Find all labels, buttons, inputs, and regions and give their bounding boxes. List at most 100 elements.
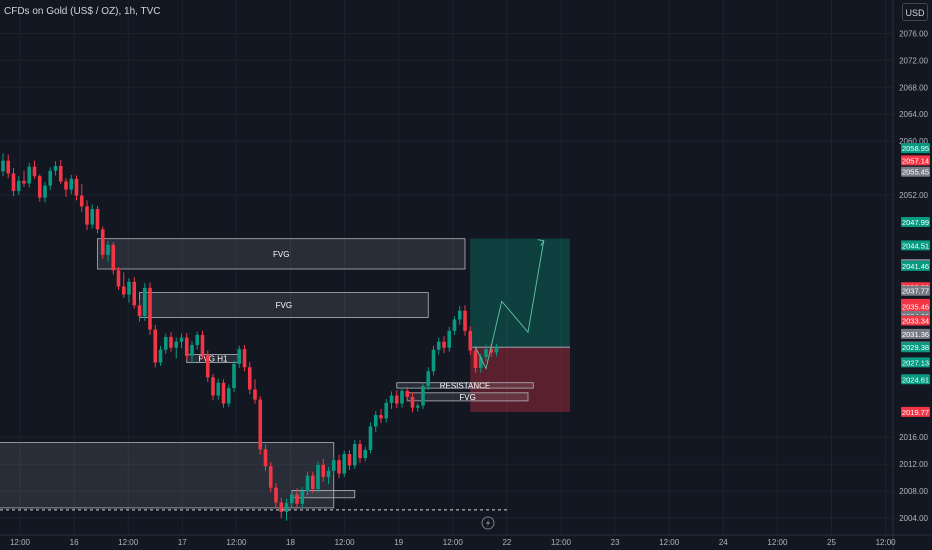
candle-body: [142, 287, 147, 317]
x-tick-label: 12:00: [767, 538, 788, 547]
candle-body: [32, 166, 37, 177]
candle-body: [436, 341, 441, 350]
candle-body: [373, 415, 378, 427]
box-label: RESISTANCE: [440, 381, 491, 390]
price-label: 2033.34: [902, 317, 929, 326]
price-label-bg: [901, 374, 930, 385]
candle-body: [447, 330, 452, 348]
time-axis[interactable]: 12:00 16 12:00 17 12:00 18 12:00 19 12:00 22 12:00…: [0, 534, 932, 547]
candle-body: [179, 337, 184, 342]
candle-body: [169, 336, 173, 348]
candle-body: [384, 402, 389, 419]
candle-body: [74, 178, 79, 196]
drawing-boxes[interactable]: FVG FVG FVG H1 FVG RESISTANCE: [0, 238, 534, 509]
candle-body: [468, 330, 473, 351]
position-zones: [470, 238, 570, 412]
box-label: FVG: [273, 250, 289, 259]
candle-body: [347, 454, 352, 466]
candle-body: [463, 310, 467, 331]
candle-body: [263, 449, 268, 467]
candle-body: [90, 209, 95, 225]
candle-body: [310, 475, 315, 490]
price-label: 2055.45: [902, 168, 929, 177]
candle-body: [316, 464, 320, 490]
x-tick-label: 12:00: [335, 538, 356, 547]
price-label-bg: [901, 166, 930, 177]
y-tick-label: 2064.00: [899, 110, 928, 119]
candle-body: [452, 319, 457, 331]
drawing-lines: [0, 239, 545, 511]
price-label-bg: [901, 240, 930, 251]
candle-body: [494, 347, 499, 353]
candle-body: [37, 176, 42, 198]
price-label: 2044.51: [902, 241, 929, 250]
candle-body: [426, 371, 431, 387]
x-tick-label: 17: [178, 538, 187, 547]
currency-button[interactable]: USD: [902, 3, 928, 21]
price-label: 2024.61: [902, 375, 929, 384]
candle-body: [337, 460, 341, 474]
price-label-bg: [901, 143, 930, 154]
grid: [0, 0, 893, 535]
candle-body: [431, 349, 436, 372]
projection-arrowhead: [537, 239, 545, 246]
x-tick-label: 12:00: [118, 538, 139, 547]
y-tick-label: 2072.00: [899, 56, 928, 65]
candle-body: [127, 281, 131, 295]
x-tick-label: 12:00: [226, 538, 247, 547]
candle-body: [85, 206, 89, 225]
y-tick-label: 2068.00: [899, 83, 928, 92]
candle-body: [216, 382, 221, 396]
price-label-bg: [901, 216, 930, 227]
price-label-bg: [901, 342, 930, 353]
candle-body: [116, 270, 121, 287]
candle-body: [132, 281, 137, 306]
x-tick-label: 22: [502, 538, 511, 547]
price-label: 2041.46: [902, 262, 929, 271]
candle-body: [100, 229, 105, 255]
y-tick-label: 2012.00: [899, 460, 928, 469]
fvg-box: [139, 292, 429, 318]
candle-body: [400, 390, 404, 404]
box-label: FVG: [276, 301, 292, 310]
price-label: 2058.95: [902, 144, 929, 153]
candle-body: [284, 503, 289, 512]
y-tick-label: 2052.00: [899, 191, 928, 200]
candle-body: [274, 487, 278, 503]
price-label-bg: [901, 406, 930, 417]
x-tick-label: 12:00: [10, 538, 31, 547]
candle-body: [363, 450, 368, 459]
candle-body: [27, 166, 32, 184]
price-label: 2029.38: [902, 343, 929, 352]
candle-body: [205, 354, 210, 378]
candle-body: [478, 357, 483, 368]
candle-body: [352, 443, 357, 466]
candle-body: [64, 181, 68, 190]
box-label: FVG H1: [199, 354, 228, 363]
candle-body: [331, 460, 336, 471]
candle-body: [237, 349, 242, 364]
y-tick-label: 2004.00: [899, 514, 928, 523]
candle-body: [200, 334, 205, 355]
box-label: FVG: [459, 393, 475, 402]
candle-body: [410, 396, 415, 408]
candle-body: [53, 166, 58, 171]
candle-body: [379, 415, 383, 419]
candle-body: [268, 466, 273, 488]
x-tick-label: 12:00: [443, 538, 464, 547]
candle-body: [153, 329, 158, 363]
candle-body: [473, 350, 478, 368]
price-axis[interactable]: 2076.00 2072.00 2068.00 2064.00 2060.00 2052.…: [892, 0, 929, 550]
candle-body: [163, 336, 168, 350]
y-tick-label: 2060.00: [899, 137, 928, 146]
candle-body: [484, 349, 488, 358]
candle-body: [148, 287, 152, 330]
candle-body: [195, 334, 200, 346]
candle-body: [321, 464, 326, 477]
candle-body: [158, 349, 163, 363]
candle-body: [342, 454, 347, 474]
fvg-box: [396, 382, 534, 389]
candle-body: [174, 341, 179, 348]
candle-body: [184, 337, 189, 356]
